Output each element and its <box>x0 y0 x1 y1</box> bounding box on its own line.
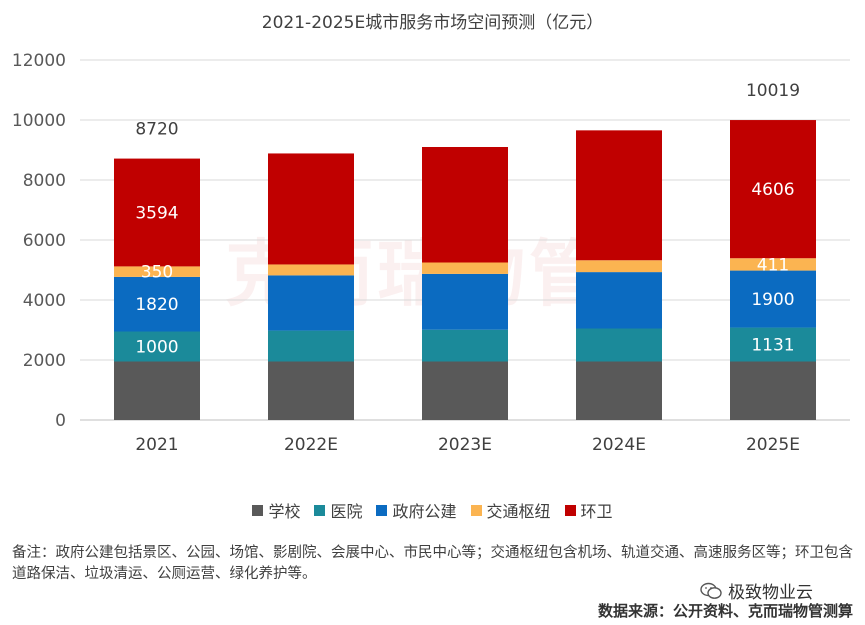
legend-item: 医院 <box>314 498 362 522</box>
bar-segment <box>114 266 200 277</box>
bar-segment <box>576 272 662 329</box>
y-tick-label: 6000 <box>23 231 66 251</box>
legend-label: 学校 <box>268 502 301 521</box>
bar-segment <box>576 328 662 362</box>
bar-segment <box>422 147 508 263</box>
y-tick-label: 12000 <box>12 51 66 71</box>
bar-segment <box>268 330 354 362</box>
bar-segment <box>730 361 816 420</box>
brand: 极致物业云 <box>700 578 813 603</box>
brand-name: 极致物业云 <box>728 583 813 603</box>
y-tick-label: 8000 <box>23 171 66 191</box>
x-tick-label: 2021 <box>135 435 178 455</box>
bar-segment <box>730 120 816 259</box>
data-label: 1131 <box>751 336 794 356</box>
data-label: 1000 <box>135 338 178 358</box>
bar-segment <box>576 361 662 420</box>
bar-segment <box>268 361 354 420</box>
data-label: 4606 <box>751 180 794 200</box>
legend-item: 政府公建 <box>376 498 457 522</box>
y-tick-label: 4000 <box>23 291 66 311</box>
footnote: 备注：政府公建包括景区、公园、场馆、影剧院、会展中心、市民中心等；交通枢纽包含机… <box>12 545 853 582</box>
data-label: 1820 <box>135 295 178 315</box>
bar-segment <box>730 270 816 328</box>
legend-label: 交通枢纽 <box>486 502 551 521</box>
legend-swatch <box>376 504 388 516</box>
bar-segment <box>422 262 508 274</box>
bar-segment <box>268 275 354 331</box>
total-label: 10019 <box>746 81 800 101</box>
data-label: 350 <box>141 263 173 283</box>
bar-segment <box>422 329 508 362</box>
bar-segment <box>268 264 354 276</box>
bar-segment <box>114 276 200 332</box>
data-label: 3594 <box>135 203 178 223</box>
legend-label: 环卫 <box>580 502 613 521</box>
x-tick-label: 2024E <box>592 435 646 455</box>
wechat-icon <box>700 582 722 599</box>
bar-segment <box>422 361 508 420</box>
x-tick-label: 2023E <box>438 435 492 455</box>
legend-item: 环卫 <box>564 498 613 522</box>
legend-swatch <box>470 504 482 516</box>
legend-swatch <box>564 504 576 516</box>
total-label: 8720 <box>135 120 178 140</box>
bar-segment <box>422 273 508 330</box>
legend-item: 学校 <box>252 498 300 522</box>
legend-swatch <box>252 504 264 516</box>
bar-segment <box>730 258 816 271</box>
bar-segment <box>730 327 816 362</box>
chart-title: 2021-2025E城市服务市场空间预测（亿元） <box>261 13 604 33</box>
y-tick-label: 0 <box>55 411 66 431</box>
bar-segment <box>114 158 200 267</box>
data-label: 411 <box>757 255 789 275</box>
y-tick-label: 10000 <box>12 111 66 131</box>
legend: 学校 医院 政府公建 交通枢纽 环卫 <box>0 498 865 522</box>
x-tick-label: 2022E <box>284 435 338 455</box>
legend-swatch <box>314 504 326 516</box>
y-tick-label: 2000 <box>23 351 66 371</box>
stacked-bar-chart: 0 2000 4000 6000 8000 10000 12000 1000 1820 350 35… <box>12 51 850 455</box>
x-tick-label: 2025E <box>746 435 800 455</box>
legend-label: 政府公建 <box>392 502 457 521</box>
bar-segment <box>114 361 200 420</box>
data-label: 1900 <box>751 290 794 310</box>
legend-item: 交通枢纽 <box>470 498 551 522</box>
bar-segment <box>576 130 662 261</box>
bar-segment <box>576 260 662 273</box>
legend-label: 医院 <box>330 502 363 521</box>
data-source: 数据来源：公开资料、克而瑞物管测算 <box>597 602 853 620</box>
bar-segment <box>268 153 354 265</box>
bar-segment <box>114 331 200 362</box>
